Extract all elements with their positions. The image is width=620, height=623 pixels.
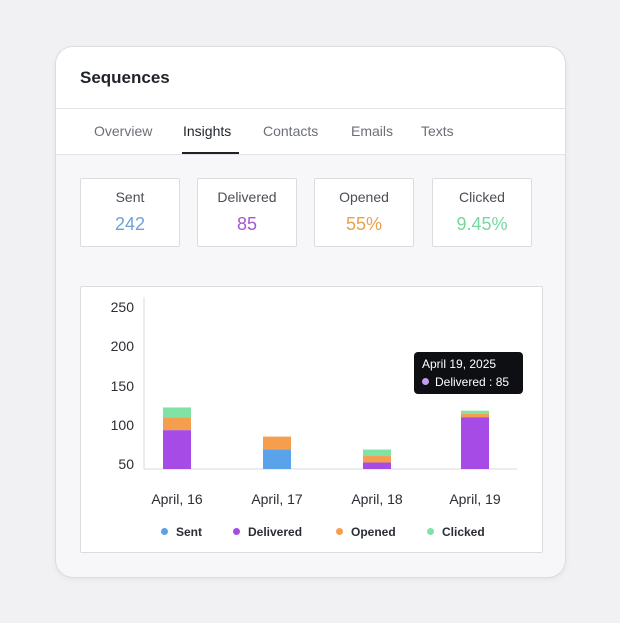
bar-segment xyxy=(163,430,191,469)
insights-chart: 250 200 150 100 50 April, 16 April, 17 April, 1… xyxy=(80,286,543,553)
stat-card-delivered: Delivered 85 xyxy=(197,178,297,247)
legend-dot xyxy=(427,528,434,535)
legend-label: Clicked xyxy=(442,525,485,539)
legend-item-opened[interactable]: Opened xyxy=(336,525,396,539)
legend-dot xyxy=(233,528,240,535)
legend-item-delivered[interactable]: Delivered xyxy=(233,525,302,539)
tab-emails[interactable]: Emails xyxy=(351,123,394,139)
y-tick-label: 150 xyxy=(111,378,135,394)
bar-segment xyxy=(263,436,291,450)
legend-dot xyxy=(161,528,168,535)
tab-overview[interactable]: Overview xyxy=(94,123,153,139)
sequences-card: Sequences Overview Insights Contacts Ema… xyxy=(55,46,566,578)
stat-label: Opened xyxy=(339,189,389,205)
tooltip-series-dot xyxy=(422,378,429,385)
bar-segment xyxy=(461,417,489,469)
stat-value: 55% xyxy=(345,214,383,234)
page-title: Sequences xyxy=(80,68,170,87)
stat-card-clicked: Clicked 9.45% xyxy=(432,178,532,247)
tab-insights[interactable]: Insights xyxy=(183,123,232,139)
tooltip-row: Delivered : 85 xyxy=(422,375,509,389)
x-tick-label: April, 19 xyxy=(449,491,501,507)
tab-bar: Overview Insights Contacts Emails Texts xyxy=(56,109,565,155)
legend-label: Sent xyxy=(176,525,203,539)
stat-card-opened: Opened 55% xyxy=(314,178,414,247)
legend-item-sent[interactable]: Sent xyxy=(161,525,202,539)
bar-segment xyxy=(163,417,191,431)
bar-segment xyxy=(363,449,391,457)
tooltip-text: Delivered : 85 xyxy=(435,375,510,389)
legend-label: Opened xyxy=(351,525,396,539)
card-header: Sequences xyxy=(56,47,565,109)
bar-segment xyxy=(163,407,191,418)
bar-segment xyxy=(461,413,489,418)
bar-segment xyxy=(263,449,291,469)
stat-value: 85 xyxy=(236,214,258,234)
y-tick-label: 50 xyxy=(118,456,134,472)
x-tick-label: April, 17 xyxy=(251,491,303,507)
x-tick-label: April, 18 xyxy=(351,491,403,507)
y-tick-label: 200 xyxy=(111,338,135,354)
tab-contacts[interactable]: Contacts xyxy=(263,123,319,139)
stacked-bar-chart: 250 200 150 100 50 April, 16 April, 17 April, 1… xyxy=(111,297,517,507)
x-tick-label: April, 16 xyxy=(151,491,203,507)
bar-segment xyxy=(363,456,391,463)
tab-texts[interactable]: Texts xyxy=(421,123,454,139)
stat-card-sent: Sent 242 xyxy=(80,178,180,247)
legend-item-clicked[interactable]: Clicked xyxy=(427,525,485,539)
bar-segment xyxy=(363,462,391,469)
y-tick-label: 100 xyxy=(111,417,135,433)
stat-value: 9.45% xyxy=(456,214,508,234)
tooltip-date: April 19, 2025 xyxy=(422,357,497,371)
y-tick-label: 250 xyxy=(111,299,135,315)
stat-value: 242 xyxy=(114,214,146,234)
bar-segment xyxy=(461,410,489,414)
chart-tooltip: April 19, 2025 Delivered : 85 xyxy=(414,352,523,394)
legend-dot xyxy=(336,528,343,535)
stat-label: Delivered xyxy=(217,189,277,205)
legend-label: Delivered xyxy=(248,525,303,539)
active-tab-indicator xyxy=(182,152,239,154)
chart-legend: Sent Delivered Opened Clicked xyxy=(81,525,542,541)
stat-label: Clicked xyxy=(459,189,505,205)
stat-label: Sent xyxy=(115,189,145,205)
